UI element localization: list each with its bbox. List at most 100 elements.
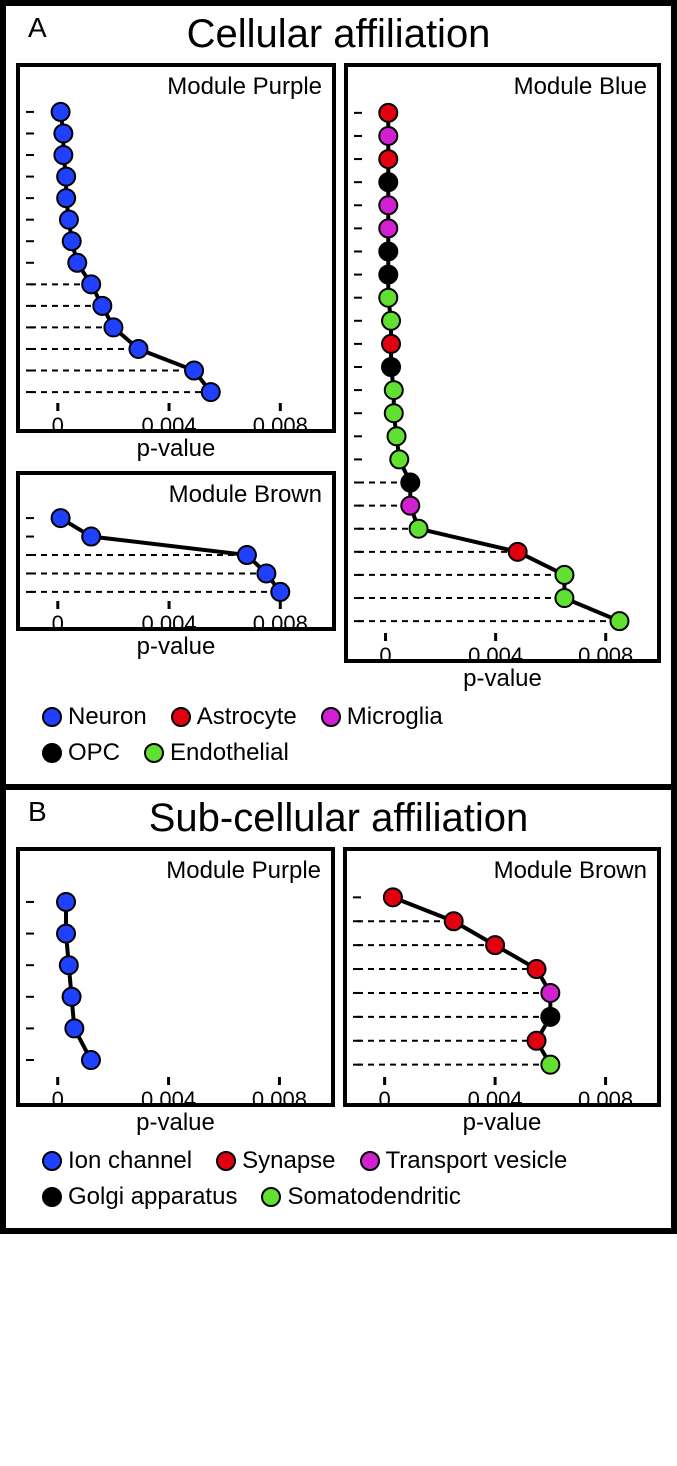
section-b: B Sub-cellular affiliation Module Purple… xyxy=(6,790,671,1228)
plot-svg: 00.0040.008 xyxy=(347,851,657,1111)
data-point xyxy=(257,564,275,582)
xtick-label: 0.008 xyxy=(578,1087,633,1111)
xtick-label: 0.004 xyxy=(142,413,197,437)
data-point xyxy=(541,1008,559,1026)
plot-svg: 00.0040.008 xyxy=(348,67,657,667)
legend-dot-icon xyxy=(42,1187,62,1207)
data-point xyxy=(57,189,75,207)
plot-b-brown-title: Module Brown xyxy=(494,857,647,885)
data-point xyxy=(93,297,111,315)
legend-label: Synapse xyxy=(242,1145,335,1177)
data-point xyxy=(52,509,70,527)
data-point xyxy=(385,381,403,399)
xtick-label: 0.008 xyxy=(578,643,633,667)
plot-svg: 0 0.004 0.008 xyxy=(20,851,331,1111)
plot-b-purple-xlabel: p-value xyxy=(16,1107,335,1137)
legend-item: Synapse xyxy=(216,1145,335,1177)
plot-a-purple-title: Module Purple xyxy=(167,73,322,101)
xtick-label: 0 xyxy=(52,611,64,635)
legend-item: Astrocyte xyxy=(171,701,297,733)
section-b-charts: Module Purple 00.0040.008 p-value Module… xyxy=(6,843,671,1137)
data-point xyxy=(390,450,408,468)
panel-letter-a: A xyxy=(28,12,47,44)
data-point xyxy=(445,912,463,930)
series-line xyxy=(388,113,619,621)
legend-label: Neuron xyxy=(68,701,147,733)
plot-a-brown-wrapper: Module Brown 00.0040.008 p-value xyxy=(16,471,336,661)
data-point xyxy=(54,146,72,164)
legend-dot-icon xyxy=(42,743,62,763)
xtick-label: 0.004 xyxy=(141,1087,196,1111)
plot-svg: 00.0040.008 xyxy=(20,67,332,437)
figure-root: A Cellular affiliation Module Purple 00.… xyxy=(0,0,677,1234)
data-point xyxy=(379,266,397,284)
legend-dot-icon xyxy=(216,1151,236,1171)
data-point xyxy=(384,888,402,906)
xtick-label: 0.004 xyxy=(468,1087,523,1111)
data-point xyxy=(382,312,400,330)
data-point xyxy=(271,583,289,601)
data-point xyxy=(410,520,428,538)
data-point xyxy=(60,211,78,229)
data-point xyxy=(104,318,122,336)
data-point xyxy=(57,925,75,943)
data-point xyxy=(202,383,220,401)
data-point xyxy=(541,1056,559,1074)
xtick-label: 0 xyxy=(52,1087,64,1111)
data-point xyxy=(379,127,397,145)
legend-item: OPC xyxy=(42,737,120,769)
data-point xyxy=(379,196,397,214)
section-a-title: Cellular affiliation xyxy=(6,6,671,59)
legend-item: Neuron xyxy=(42,701,147,733)
data-point xyxy=(555,566,573,584)
data-point xyxy=(528,1032,546,1050)
xtick-label: 0.004 xyxy=(468,643,523,667)
data-point xyxy=(528,960,546,978)
data-point xyxy=(54,124,72,142)
data-point xyxy=(82,1051,100,1069)
legend-item: Endothelial xyxy=(144,737,289,769)
data-point xyxy=(486,936,504,954)
xtick-label: 0.008 xyxy=(252,1087,307,1111)
data-point xyxy=(379,150,397,168)
xtick-label: 0.008 xyxy=(253,413,308,437)
data-point xyxy=(238,546,256,564)
data-point xyxy=(379,173,397,191)
data-point xyxy=(379,219,397,237)
plot-a-brown-title: Module Brown xyxy=(169,481,322,509)
plot-b-brown: Module Brown 00.0040.008 xyxy=(343,847,661,1107)
legend-label: Endothelial xyxy=(170,737,289,769)
legend-label: Somatodendritic xyxy=(287,1181,460,1213)
plot-a-brown-xlabel: p-value xyxy=(16,631,336,661)
xtick-label: 0.004 xyxy=(142,611,197,635)
data-point xyxy=(57,168,75,186)
data-point xyxy=(385,404,403,422)
data-point xyxy=(509,543,527,561)
plot-a-blue-wrapper: Module Blue 00.0040.008 p-value xyxy=(344,63,661,693)
data-point xyxy=(60,956,78,974)
legend-label: Golgi apparatus xyxy=(68,1181,237,1213)
legend-label: Microglia xyxy=(347,701,443,733)
data-point xyxy=(401,497,419,515)
legend-item: Transport vesicle xyxy=(360,1145,568,1177)
plot-a-purple-wrapper: Module Purple 00.0040.008 p-value xyxy=(16,63,336,463)
plot-b-purple: Module Purple 00.0040.008 xyxy=(16,847,335,1107)
data-point xyxy=(185,362,203,380)
data-point xyxy=(52,103,70,121)
section-b-title: Sub-cellular affiliation xyxy=(6,790,671,843)
legend-item: Golgi apparatus xyxy=(42,1181,237,1213)
legend-item: Ion channel xyxy=(42,1145,192,1177)
xtick-label: 0.008 xyxy=(253,611,308,635)
data-point xyxy=(129,340,147,358)
data-point xyxy=(382,358,400,376)
legend-dot-icon xyxy=(144,743,164,763)
legend-dot-icon xyxy=(261,1187,281,1207)
data-point xyxy=(65,1020,83,1038)
section-a-charts: Module Purple 00.0040.008 p-value Module… xyxy=(6,59,671,693)
legend-dot-icon xyxy=(171,707,191,727)
legend-dot-icon xyxy=(360,1151,380,1171)
plot-a-brown: Module Brown 00.0040.008 xyxy=(16,471,336,631)
legend-dot-icon xyxy=(42,1151,62,1171)
plot-a-purple: Module Purple 00.0040.008 xyxy=(16,63,336,433)
legend-b: Ion channel Synapse Transport vesicle Go… xyxy=(6,1137,671,1228)
